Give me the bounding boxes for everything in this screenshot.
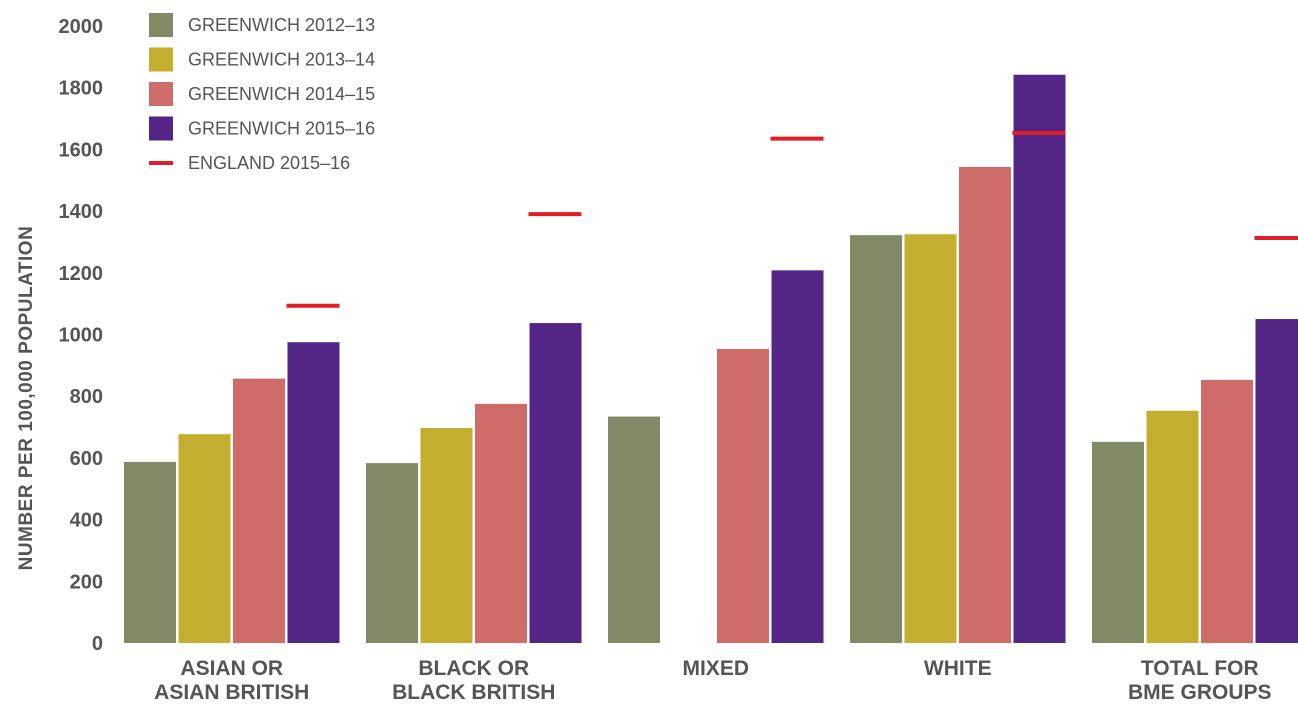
category-label: ASIAN BRITISH (154, 681, 309, 704)
legend-swatch (149, 82, 173, 106)
bar (850, 235, 902, 643)
bar (1092, 441, 1144, 643)
y-tick-label: 1600 (59, 139, 104, 161)
category-label: BLACK OR (418, 657, 529, 680)
category-label: WHITE (924, 657, 992, 680)
bars (124, 74, 1298, 644)
bar (233, 378, 285, 643)
category-label: BLACK BRITISH (392, 681, 555, 704)
category-label: MIXED (682, 657, 749, 680)
y-axis-ticks: 0 200 400 600 800 1000 1200 1400 1600 1800 2000 (59, 16, 104, 655)
bar (717, 348, 769, 643)
bar (959, 166, 1011, 643)
legend-label: GREENWICH 2015–16 (188, 119, 375, 139)
bar (771, 270, 824, 643)
legend: GREENWICH 2012–13 GREENWICH 2013–14 GREENW… (149, 13, 375, 173)
bar (1146, 410, 1199, 643)
bar (420, 427, 473, 643)
legend-label: ENGLAND 2015–16 (188, 153, 350, 173)
legend-swatch (149, 13, 173, 37)
y-tick-label: 0 (92, 633, 103, 655)
y-tick-label: 1000 (59, 325, 104, 347)
bar (1201, 379, 1253, 643)
legend-swatch (149, 116, 173, 141)
legend-swatch (149, 47, 173, 72)
y-tick-label: 600 (70, 448, 103, 470)
bar (124, 461, 176, 643)
y-tick-label: 1400 (59, 201, 104, 223)
legend-label: GREENWICH 2012–13 (188, 15, 375, 35)
legend-label: GREENWICH 2014–15 (188, 84, 375, 104)
y-tick-label: 400 (70, 510, 103, 532)
bar (1013, 74, 1066, 644)
bar (608, 416, 660, 643)
y-tick-label: 200 (70, 571, 103, 593)
y-tick-label: 2000 (59, 16, 104, 38)
bar (287, 342, 340, 643)
bar (475, 403, 527, 643)
y-tick-label: 800 (70, 386, 103, 408)
bar (1255, 319, 1298, 643)
bar (904, 234, 957, 644)
bar (178, 434, 231, 643)
bar (366, 463, 418, 643)
y-axis-label: NUMBER PER 100,000 POPULATION (16, 226, 37, 571)
y-tick-label: 1200 (59, 263, 104, 285)
category-label: BME GROUPS (1128, 681, 1272, 704)
legend-label: GREENWICH 2013–14 (188, 50, 375, 70)
bar (529, 323, 582, 643)
category-label: ASIAN OR (180, 657, 283, 680)
y-tick-label: 1800 (59, 78, 104, 100)
reference-lines (286, 131, 1298, 308)
category-label: TOTAL FOR (1141, 657, 1259, 680)
